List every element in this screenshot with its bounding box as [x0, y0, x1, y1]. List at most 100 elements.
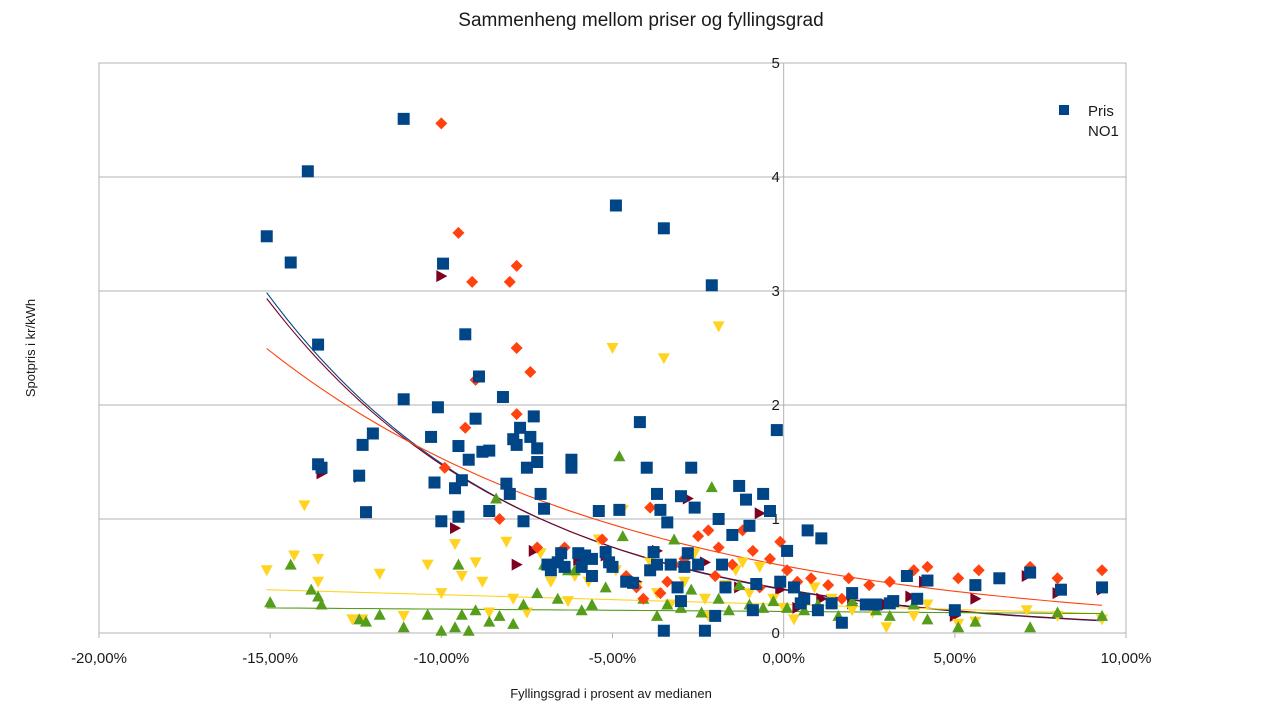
- point-pris-no1: [719, 581, 732, 594]
- point-pris-no1: [640, 461, 653, 474]
- point-pris-no2: [654, 587, 667, 600]
- point-pris-no3: [1024, 621, 1037, 633]
- legend-label-line1: Pris: [1088, 103, 1114, 120]
- point-pris-no1: [746, 604, 759, 617]
- point-pris-no3: [1096, 609, 1109, 621]
- point-pris-no1: [452, 510, 465, 523]
- point-pris-no5: [450, 522, 462, 535]
- y-tick-label: 5: [771, 55, 779, 72]
- point-pris-no4: [507, 593, 520, 605]
- point-pris-no3: [435, 624, 448, 636]
- point-pris-no3: [613, 450, 626, 462]
- point-pris-no3: [455, 608, 468, 620]
- point-pris-no2: [709, 570, 722, 582]
- point-pris-no3: [397, 621, 410, 633]
- point-pris-no3: [284, 558, 297, 570]
- point-pris-no2: [637, 592, 650, 605]
- point-pris-no1: [969, 579, 982, 592]
- point-pris-no3: [599, 581, 612, 593]
- point-pris-no1: [678, 560, 691, 573]
- point-pris-no3: [1051, 606, 1064, 618]
- point-pris-no1: [870, 598, 883, 611]
- point-pris-no1: [781, 544, 794, 557]
- point-pris-no2: [435, 117, 448, 130]
- point-pris-no3: [373, 608, 386, 620]
- point-pris-no1: [531, 442, 544, 455]
- point-pris-no1: [651, 487, 664, 500]
- point-pris-no1: [360, 506, 373, 519]
- point-pris-no1: [835, 616, 848, 629]
- x-tick-label: -20,00%: [71, 650, 127, 667]
- point-pris-no3: [651, 609, 664, 621]
- point-pris-no3: [312, 590, 325, 602]
- point-pris-no3: [517, 598, 530, 610]
- point-pris-no5: [905, 590, 917, 603]
- point-pris-no1: [763, 505, 776, 518]
- point-pris-no5: [754, 507, 766, 520]
- point-pris-no3: [449, 621, 462, 633]
- point-pris-no2: [596, 533, 609, 546]
- point-pris-no2: [763, 552, 776, 565]
- point-pris-no1: [787, 581, 800, 594]
- point-pris-no4: [698, 593, 711, 605]
- point-pris-no1: [743, 519, 756, 532]
- x-tick-label: 5,00%: [934, 650, 977, 667]
- point-pris-no4: [421, 559, 434, 571]
- point-pris-no1: [315, 461, 328, 474]
- y-tick-label: 0: [771, 625, 779, 642]
- point-pris-no2: [493, 513, 506, 525]
- point-pris-no3: [305, 583, 318, 595]
- point-pris-no1: [483, 505, 496, 518]
- point-pris-no4: [753, 561, 766, 573]
- point-pris-no2: [835, 592, 848, 605]
- point-pris-no4: [449, 539, 462, 551]
- point-pris-no1: [654, 503, 667, 516]
- point-pris-no3: [490, 492, 503, 504]
- point-pris-no2: [452, 226, 465, 239]
- point-pris-no2: [510, 259, 523, 272]
- point-pris-no2: [842, 572, 855, 585]
- point-pris-no4: [544, 576, 557, 588]
- point-pris-no3: [551, 592, 564, 604]
- data-points: [260, 112, 1109, 637]
- point-pris-no2: [524, 365, 537, 378]
- point-pris-no3: [668, 533, 681, 545]
- point-pris-no4: [846, 605, 859, 617]
- point-pris-no1: [538, 502, 551, 515]
- point-pris-no1: [520, 461, 533, 474]
- point-pris-no5: [436, 270, 448, 283]
- point-pris-no1: [698, 624, 711, 637]
- point-pris-no2: [702, 524, 715, 537]
- point-pris-no1: [674, 490, 687, 503]
- point-pris-no4: [455, 571, 468, 582]
- point-pris-no1: [462, 453, 475, 466]
- point-pris-no1: [455, 474, 468, 487]
- point-pris-no1: [585, 570, 598, 582]
- point-pris-no1: [500, 477, 513, 490]
- point-pris-no3: [462, 624, 475, 636]
- point-pris-no1: [671, 581, 684, 594]
- point-pris-no4: [260, 565, 273, 577]
- point-pris-no4: [808, 582, 821, 594]
- point-pris-no1: [459, 328, 472, 341]
- point-pris-no3: [733, 579, 746, 591]
- point-pris-no1: [397, 393, 410, 406]
- point-pris-no5: [970, 592, 982, 605]
- point-pris-no1: [469, 412, 482, 425]
- point-pris-no1: [859, 598, 872, 611]
- point-pris-no1: [260, 230, 273, 243]
- x-tick-label: 10,00%: [1101, 650, 1152, 667]
- point-pris-no1: [770, 424, 783, 437]
- point-pris-no2: [712, 541, 725, 554]
- point-pris-no3: [781, 601, 794, 613]
- point-pris-no1: [1096, 581, 1109, 594]
- point-pris-no3: [705, 481, 718, 493]
- point-pris-no3: [883, 609, 896, 621]
- point-pris-no1: [900, 570, 913, 582]
- point-pris-no1: [705, 279, 718, 292]
- point-pris-no1: [397, 112, 410, 125]
- point-pris-no1: [774, 575, 787, 588]
- point-pris-no4: [921, 599, 934, 611]
- point-pris-no4: [373, 568, 386, 580]
